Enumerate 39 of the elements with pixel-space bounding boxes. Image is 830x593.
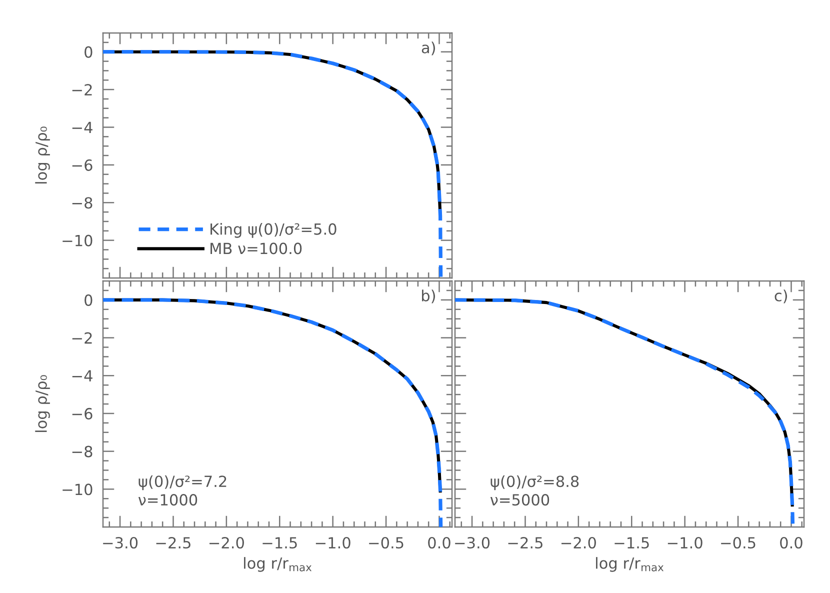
- legend-label: MB ν=100.0: [210, 242, 302, 254]
- y-tick-label: −8: [72, 446, 92, 458]
- annotation: ψ(0)/σ²=7.2: [138, 475, 226, 490]
- x-tick-label: −2.0: [209, 536, 244, 549]
- annotation: c): [774, 290, 787, 304]
- annotation: b): [422, 290, 435, 304]
- y-tick-label: −4: [72, 122, 92, 134]
- y-tick-label: −6: [72, 159, 92, 171]
- x-tick-label: −1.0: [668, 536, 702, 549]
- y-tick-label: −10: [62, 484, 92, 496]
- y-tick-label: 0: [84, 294, 92, 306]
- x-axis-title: log r/r$_{max}$: [244, 557, 312, 572]
- annotation: ψ(0)/σ²=8.8: [490, 475, 579, 490]
- annotation: ν=1000: [138, 494, 198, 506]
- x-axis-title: log r/r$_{max}$: [596, 557, 664, 572]
- x-tick-label: −1.5: [614, 537, 649, 549]
- y-tick-label: −6: [72, 408, 92, 420]
- y-tick-label: −8: [72, 197, 92, 209]
- x-tick-label: −0.5: [369, 536, 404, 549]
- x-tick-label: −2.5: [156, 536, 190, 549]
- y-tick-label: −10: [62, 234, 92, 246]
- x-tick-label: −1.0: [316, 536, 350, 549]
- y-axis-title: log ρ/ρ₀: [35, 375, 50, 432]
- x-tick-label: −1.5: [262, 537, 297, 549]
- x-tick-label: −0.5: [721, 536, 756, 549]
- annotation: ν=5000: [490, 494, 550, 506]
- x-tick-label: −2.5: [508, 536, 542, 549]
- x-tick-label: −2.0: [561, 536, 596, 549]
- x-tick-label: −3.0: [455, 536, 490, 549]
- y-axis-title: log ρ/ρ₀: [35, 126, 50, 184]
- x-tick-label: 0.0: [780, 536, 802, 549]
- y-tick-label: −4: [72, 370, 92, 382]
- y-tick-label: −2: [72, 84, 92, 96]
- y-tick-label: 0: [84, 46, 92, 58]
- annotation: a): [422, 42, 435, 56]
- legend-label: King ψ(0)/σ²=5.0: [210, 223, 336, 238]
- x-tick-label: −3.0: [103, 536, 138, 549]
- y-tick-label: −2: [72, 332, 92, 344]
- x-tick-label: 0.0: [428, 536, 450, 549]
